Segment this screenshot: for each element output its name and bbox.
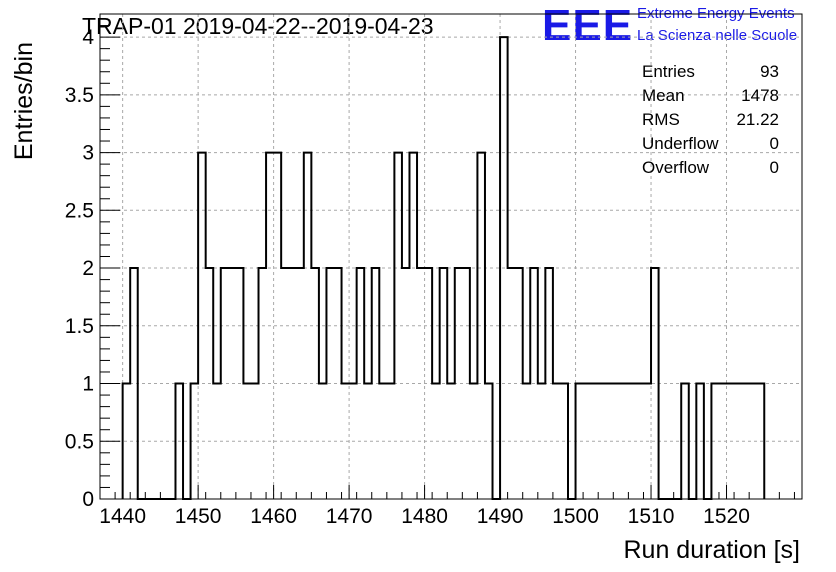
y-axis-title: Entries/bin [10, 42, 38, 160]
x-tick-label: 1490 [477, 505, 524, 528]
stats-value: 0 [770, 158, 779, 177]
y-tick-label: 2 [82, 257, 94, 280]
stats-label: Overflow [642, 158, 710, 177]
stats-label: Mean [642, 86, 685, 105]
y-tick-label: 1.5 [65, 315, 94, 338]
x-tick-label: 1520 [703, 505, 750, 528]
stats-value: 21.22 [736, 110, 779, 129]
y-tick-label: 3.5 [65, 84, 94, 107]
y-tick-label: 3 [82, 142, 94, 165]
y-tick-label: 2.5 [65, 199, 94, 222]
stats-label: Entries [642, 62, 695, 81]
x-tick-label: 1440 [99, 505, 146, 528]
y-tick-label: 0 [82, 488, 94, 511]
stats-box: Entries 93 Mean 1478 RMS 21.22 Underflow 0 Overf… [642, 62, 779, 177]
y-tick-labels: 0 0.5 1 1.5 2 2.5 3 3.5 4 [65, 26, 95, 511]
stats-value: 1478 [741, 86, 779, 105]
x-tick-label: 1500 [552, 505, 599, 528]
x-tick-label: 1470 [326, 505, 373, 528]
histogram-step-path [121, 36, 766, 500]
chart-title: TRAP-01 2019-04-22--2019-04-23 [82, 13, 434, 39]
y-tick-label: 4 [82, 26, 94, 49]
stats-value: 93 [760, 62, 779, 81]
logo-line2: La Scienza nelle Scuole [637, 27, 797, 44]
x-tick-label: 1510 [628, 505, 675, 528]
x-axis-title: Run duration [s] [624, 536, 801, 564]
x-tick-label: 1450 [175, 505, 222, 528]
y-tick-label: 0.5 [65, 430, 94, 453]
x-tick-labels: 1440 1450 1460 1470 1480 1490 1500 1510 1520 [99, 505, 750, 528]
stats-label: Underflow [642, 134, 719, 153]
y-tick-label: 1 [82, 373, 94, 396]
stats-label: RMS [642, 110, 680, 129]
logo-mark: EEE [542, 1, 633, 50]
logo: EEE Extreme Energy Events La Scienza nel… [542, 1, 797, 50]
x-tick-label: 1460 [250, 505, 297, 528]
histogram-outline [121, 36, 766, 500]
x-tick-label: 1480 [401, 505, 448, 528]
stats-value: 0 [770, 134, 779, 153]
axis-ticks [99, 25, 795, 500]
